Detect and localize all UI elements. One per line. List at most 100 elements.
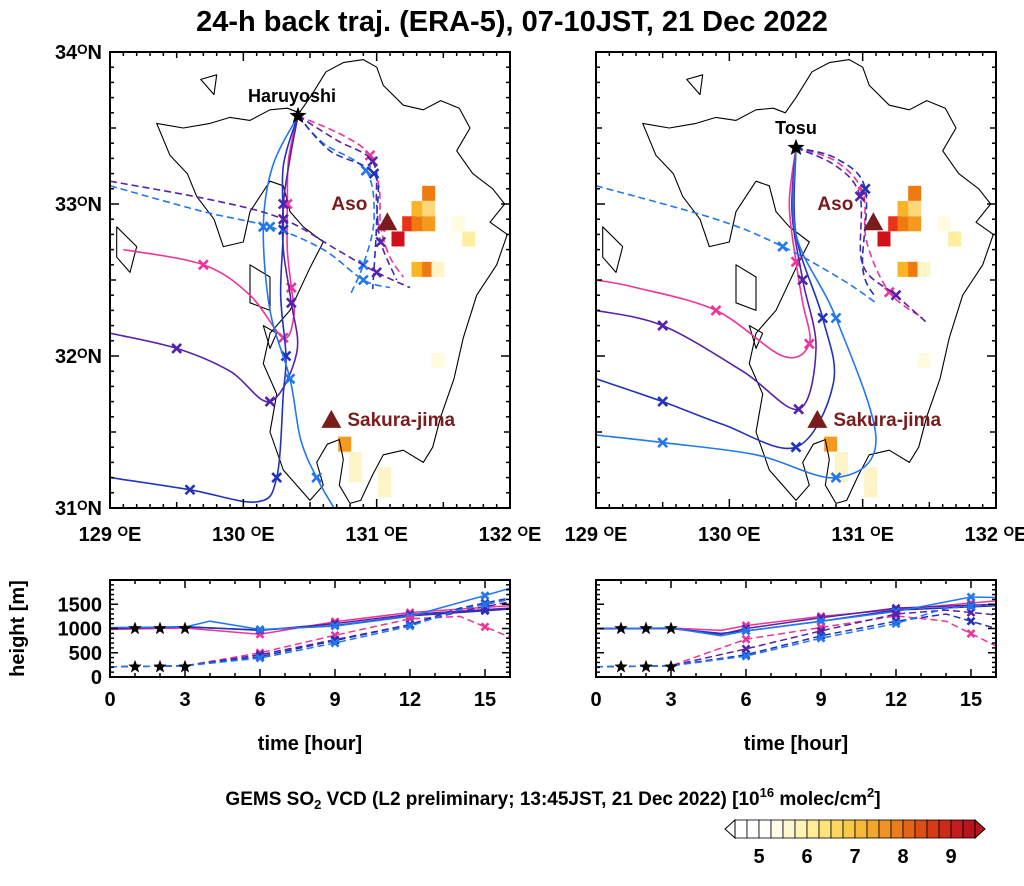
lat-tick-label: 31ᴼN <box>55 498 102 520</box>
volcano-icon <box>321 409 342 428</box>
trajectory-marker <box>830 312 842 324</box>
time-tick-label: 15 <box>474 689 496 711</box>
colorbar-high-arrow <box>974 818 986 840</box>
colorbar-box <box>782 819 796 839</box>
time-tick-label: 15 <box>960 689 982 711</box>
height-series-magenta-dashed <box>596 615 996 668</box>
time-tick-label: 6 <box>254 689 265 711</box>
so2-pixel <box>411 216 425 232</box>
colorbar-box <box>926 819 940 839</box>
start-star-icon <box>664 621 678 635</box>
so2-pixel <box>431 353 445 369</box>
so2-pixel <box>917 353 931 369</box>
trajectory-marker <box>360 165 372 176</box>
trajectory-marker <box>368 168 380 180</box>
map-panel-tosu: Aso Sakura-jima Tosu 129 ᴼE 130 ᴼE 131 ᴼE 132 … <box>565 51 1024 546</box>
trajectory-marker <box>793 403 805 415</box>
time-tick-label: 9 <box>815 689 826 711</box>
so2-pixel <box>422 185 436 201</box>
so2-pixel <box>897 216 911 232</box>
height-marker <box>405 621 415 631</box>
trajectory-marker <box>184 484 196 496</box>
so2-pixel <box>917 261 931 277</box>
lat-tick-label: 32ᴼN <box>55 346 102 368</box>
time-tick-label: 6 <box>740 689 751 711</box>
colorbar-label: 8 <box>897 846 908 868</box>
lon-tick-label: 132 ᴼE <box>965 524 1024 546</box>
so2-pixel <box>431 261 445 277</box>
height-marker <box>330 638 340 648</box>
so2-pixel <box>462 231 476 247</box>
colorbar-box <box>866 819 880 839</box>
height-marker <box>741 626 751 636</box>
height-marker <box>741 651 751 661</box>
time-axis-label: time [hour] <box>744 733 848 755</box>
trajectory-marker <box>830 472 842 484</box>
height-marker <box>255 625 265 634</box>
height-marker <box>966 629 976 639</box>
trajectory-marker <box>797 274 809 286</box>
trajectory-marker <box>817 312 829 324</box>
trajectory-marker <box>171 342 183 354</box>
trajectory-marker <box>271 472 283 484</box>
colorbar-box <box>830 819 844 839</box>
trajectory-blue-solid <box>596 147 877 479</box>
so2-pixel <box>348 467 362 483</box>
colorbar-box <box>878 819 892 839</box>
map-panel-haruyoshi: Aso Sakura-jima Haruyoshi 129 ᴼE 130 ᴼE 131 ᴼ… <box>55 42 541 546</box>
trajectory-marker <box>197 259 209 271</box>
trajectory-marker <box>367 156 379 167</box>
height-marker <box>816 633 826 643</box>
so2-pixel <box>411 261 425 277</box>
coastline <box>156 59 508 504</box>
trajectory-marker <box>285 297 297 309</box>
lon-tick-label: 130 ᴼE <box>212 524 275 546</box>
trajectory-marker <box>890 289 902 301</box>
start-star-icon <box>153 659 167 673</box>
so2-pixel <box>422 216 436 232</box>
colorbar-box <box>902 819 916 839</box>
colorbar-box <box>794 819 808 839</box>
so2-pixel <box>411 201 425 217</box>
trajectory-darkblue-solid <box>596 147 836 450</box>
colorbar-box <box>806 819 820 839</box>
lon-tick-label: 129 ᴼE <box>79 524 142 546</box>
height-marker <box>966 616 976 626</box>
so2-pixel <box>897 201 911 217</box>
height-tick-label: 1500 <box>58 594 103 616</box>
colorbar-box <box>890 819 904 839</box>
lat-tick-label: 33ᴼN <box>55 194 102 216</box>
trajectory-marker <box>375 236 387 248</box>
height-marker <box>480 622 490 632</box>
site-label: Tosu <box>775 118 817 138</box>
trajectory-marker <box>311 472 323 484</box>
height-marker <box>480 600 490 609</box>
colorbar-label: 6 <box>801 846 812 868</box>
trajectory-marker <box>371 266 383 278</box>
start-star-icon <box>128 621 142 635</box>
colorbar: 5 6 7 8 9 <box>724 818 986 868</box>
so2-pixel <box>897 261 911 277</box>
so2-pixel <box>348 451 362 467</box>
trajectory-marker <box>277 213 289 225</box>
colorbar-box <box>758 819 772 839</box>
colorbar-low-arrow <box>724 818 736 840</box>
coastline <box>748 325 764 349</box>
so2-pixel <box>908 216 922 232</box>
time-tick-label: 0 <box>590 689 601 711</box>
volcano-icon <box>377 212 398 231</box>
volcano-icon <box>863 212 884 231</box>
trajectory-marker <box>264 221 276 233</box>
trajectory-blue-dashed <box>297 115 375 296</box>
height-marker <box>891 609 901 619</box>
colorbar-title: GEMS SO2 VCD (L2 preliminary; 13:45JST, … <box>225 785 880 812</box>
colorbar-label: 9 <box>945 846 956 868</box>
colorbar-box <box>962 819 976 839</box>
trajectory-marker <box>710 304 722 316</box>
time-tick-label: 9 <box>329 689 340 711</box>
height-series-purple-dashed <box>596 609 996 668</box>
time-tick-label: 12 <box>885 689 907 711</box>
lon-tick-label: 132 ᴼE <box>479 524 542 546</box>
time-axis-label: time [hour] <box>258 733 362 755</box>
